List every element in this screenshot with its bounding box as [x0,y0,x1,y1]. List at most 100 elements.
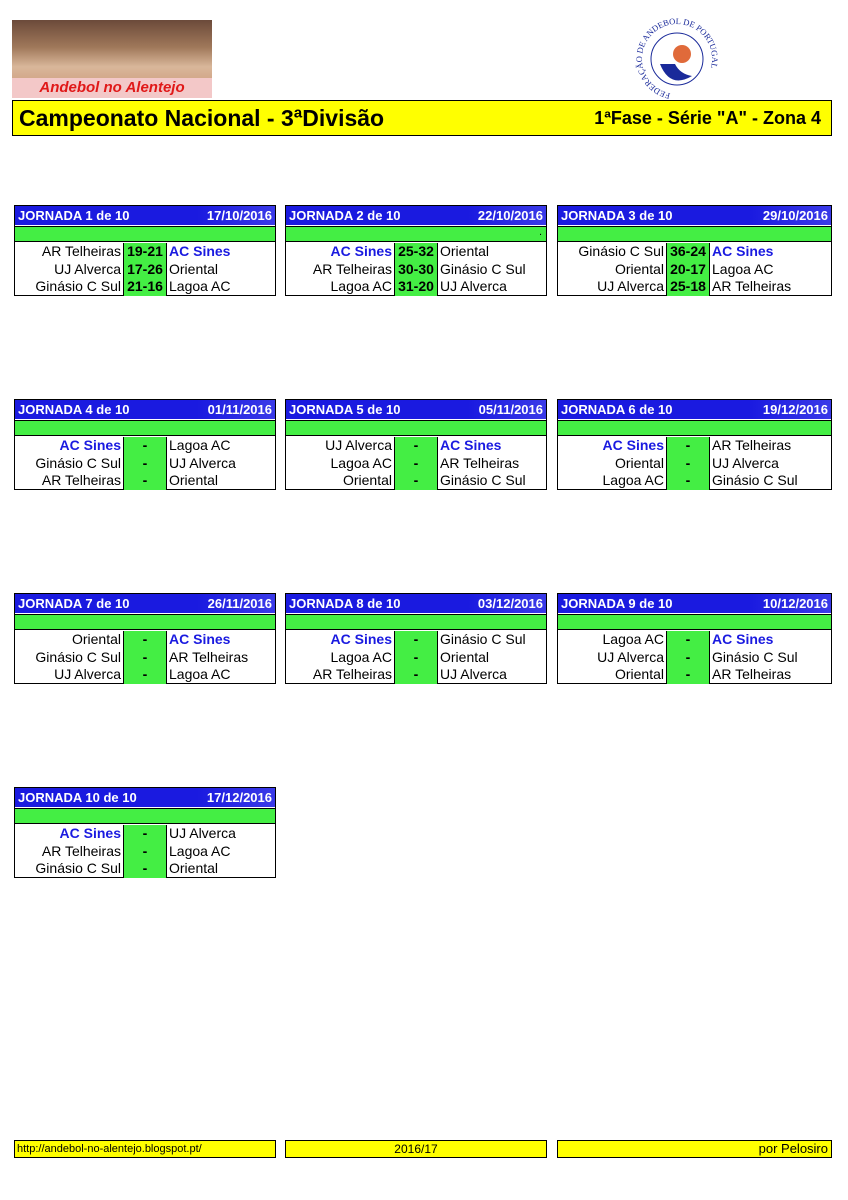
jornada-title: JORNADA 6 de 10 [561,402,673,417]
federation-logo: FEDERAÇÃO DE ANDEBOL DE PORTUGAL [634,16,720,101]
home-team: Oriental [558,260,667,278]
away-team: UJ Alverca [437,278,546,296]
score: - [124,648,166,666]
jornada-date: 17/10/2016 [206,208,272,223]
home-team: UJ Alverca [558,278,667,296]
score: 36-24 [667,243,709,261]
jornada-title: JORNADA 4 de 10 [18,402,130,417]
note: . [538,226,542,238]
green-row [286,420,546,436]
jornada-header: JORNADA 1 de 10 17/10/2016 [15,206,275,225]
score: 21-16 [124,278,166,296]
title: Campeonato Nacional - 3ªDivisão [19,105,385,131]
score: 20-17 [667,260,709,278]
away-team: Oriental [437,243,546,261]
home-team: Ginásio C Sul [15,454,124,472]
jornada-date: 29/10/2016 [762,208,828,223]
away-team: AR Telheiras [709,278,831,296]
home-team: Ginásio C Sul [15,860,124,878]
score: - [667,472,709,490]
green-row [558,226,831,242]
score: - [124,472,166,490]
jornada-date: 05/11/2016 [478,402,543,417]
home-team: AC Sines [558,437,667,455]
home-team: AR Telheiras [286,260,395,278]
home-team: AC Sines [15,437,124,455]
jornada-table: JORNADA 5 de 10 05/11/2016 UJ Alverca - AC S… [285,399,547,490]
jornada-table: JORNADA 7 de 10 26/11/2016 Oriental - AC Sin… [14,593,276,684]
jornada-header: JORNADA 7 de 10 26/11/2016 [15,594,275,613]
home-team: AC Sines [286,631,395,649]
footer-season: 2016/17 [285,1140,547,1158]
jornada-table: JORNADA 4 de 10 01/11/2016 AC Sines - Lagoa … [14,399,276,490]
green-row [15,614,275,630]
home-team: Oriental [558,666,667,684]
score: - [667,454,709,472]
jornada-title: JORNADA 8 de 10 [289,596,401,611]
score: 25-32 [395,243,437,261]
home-team: Lagoa AC [286,648,395,666]
jornada-date: 01/11/2016 [207,402,272,417]
jornada-title: JORNADA 10 de 10 [18,790,137,805]
jornada-title: JORNADA 9 de 10 [561,596,673,611]
jornada-title: JORNADA 7 de 10 [18,596,130,611]
jornada-title: JORNADA 1 de 10 [18,208,130,223]
score: - [395,666,437,684]
green-row [15,808,275,824]
away-team: AC Sines [166,243,275,261]
jornada-header: JORNADA 9 de 10 10/12/2016 [558,594,831,613]
green-row [558,614,831,630]
away-team: AC Sines [709,631,831,649]
jornada-header: JORNADA 2 de 10 22/10/2016 [286,206,546,225]
score: - [124,631,166,649]
jornada-table: JORNADA 2 de 10 22/10/2016. AC Sines 25-32 O… [285,205,547,296]
score: - [395,648,437,666]
home-team: AC Sines [15,825,124,843]
home-team: Lagoa AC [286,454,395,472]
home-team: Ginásio C Sul [15,648,124,666]
title-bar: Campeonato Nacional - 3ªDivisão 1ªFase -… [12,100,832,136]
home-team: AR Telheiras [15,472,124,490]
away-team: Lagoa AC [709,260,831,278]
score: 17-26 [124,260,166,278]
jornada-table: JORNADA 9 de 10 10/12/2016 Lagoa AC - AC Sin… [557,593,832,684]
away-team: AR Telheiras [709,437,831,455]
subtitle: 1ªFase - Série "A" - Zona 4 [594,108,821,128]
green-row [15,226,275,242]
away-team: Oriental [437,648,546,666]
score: - [124,825,166,843]
away-team: Oriental [166,860,275,878]
logo-text: Andebol no Alentejo [12,78,212,98]
home-team: Lagoa AC [286,278,395,296]
score: - [124,666,166,684]
footer-author: por Pelosiro [557,1140,832,1158]
away-team: AC Sines [709,243,831,261]
home-team: Oriental [286,472,395,490]
home-team: AC Sines [286,243,395,261]
score: - [667,437,709,455]
home-team: UJ Alverca [558,648,667,666]
score: - [395,437,437,455]
jornada-table: JORNADA 10 de 10 17/12/2016 AC Sines - UJ Al… [14,787,276,878]
score: - [395,454,437,472]
score: - [667,666,709,684]
jornada-date: 26/11/2016 [207,596,272,611]
away-team: Ginásio C Sul [709,648,831,666]
jornada-date: 19/12/2016 [762,402,828,417]
away-team: Oriental [166,260,275,278]
score: - [124,842,166,860]
green-row [558,420,831,436]
green-row [286,614,546,630]
score: - [124,860,166,878]
away-team: Lagoa AC [166,842,275,860]
jornada-date: 10/12/2016 [762,596,828,611]
home-team: Ginásio C Sul [558,243,667,261]
jornada-date: 17/12/2016 [206,790,272,805]
away-team: AR Telheiras [437,454,546,472]
jornada-date: 22/10/2016 [477,208,543,223]
jornada-title: JORNADA 2 de 10 [289,208,401,223]
home-team: Lagoa AC [558,631,667,649]
score: - [395,631,437,649]
away-team: UJ Alverca [709,454,831,472]
